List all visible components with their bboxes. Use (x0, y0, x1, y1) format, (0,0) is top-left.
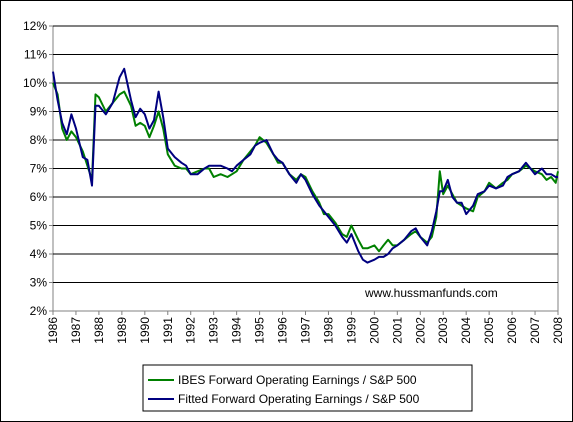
x-tick-label: 2004 (459, 317, 473, 344)
x-tick-label: 2001 (390, 317, 404, 344)
series-group (52, 67, 559, 264)
x-tick-label: 1986 (46, 317, 60, 344)
x-tick-label: 1991 (161, 317, 175, 344)
gridlines (53, 25, 558, 283)
series-line-ibes (52, 82, 559, 253)
y-tick-label: 3% (30, 276, 48, 290)
x-tick-label: 2003 (436, 317, 450, 344)
x-tick-label: 1997 (299, 317, 313, 344)
x-tick-label: 2006 (505, 317, 519, 344)
x-tick-label: 1990 (138, 317, 152, 344)
x-tick-label: 1993 (207, 317, 221, 344)
legend-box (142, 364, 473, 412)
legend: IBES Forward Operating Earnings / S&P 50… (142, 364, 473, 412)
y-tick-label: 10% (23, 76, 47, 90)
x-tick-label: 2000 (367, 317, 381, 344)
x-axis: 1986 1987 1988 1989 1990 1991 1992 1993 1994 1995… (46, 311, 565, 344)
x-tick-label: 2002 (413, 317, 427, 344)
x-tick-label: 1995 (253, 317, 267, 344)
y-tick-label: 4% (30, 247, 48, 261)
legend-label-fitted: Fitted Forward Operating Earnings / S&P … (178, 392, 420, 406)
x-tick-label: 1987 (69, 317, 83, 344)
legend-label-ibes: IBES Forward Operating Earnings / S&P 50… (178, 373, 417, 387)
y-tick-label: 9% (30, 105, 48, 119)
y-tick-label: 5% (30, 219, 48, 233)
watermark-text: www.hussmanfunds.com (364, 286, 498, 300)
x-tick-label: 2007 (528, 317, 542, 344)
y-tick-label: 12% (23, 19, 47, 33)
y-axis: 2% 3% 4% 5% 6% 7% 8% 9% 10% 11% 12% (23, 19, 53, 318)
y-tick-label: 8% (30, 133, 48, 147)
x-tick-label: 1988 (92, 317, 106, 344)
x-tick-label: 1999 (344, 317, 358, 344)
x-tick-label: 1994 (230, 317, 244, 344)
x-tick-label: 2008 (551, 317, 565, 344)
y-tick-label: 11% (24, 48, 47, 62)
x-tick-label: 1996 (276, 317, 290, 344)
y-tick-label: 2% (30, 304, 48, 318)
x-tick-label: 2005 (482, 317, 496, 344)
y-tick-label: 7% (30, 162, 48, 176)
x-tick-label: 1989 (115, 317, 129, 344)
x-tick-label: 1992 (184, 317, 198, 344)
x-tick-label: 1998 (321, 317, 335, 344)
series-line-fitted (52, 67, 558, 264)
y-tick-label: 6% (30, 190, 48, 204)
